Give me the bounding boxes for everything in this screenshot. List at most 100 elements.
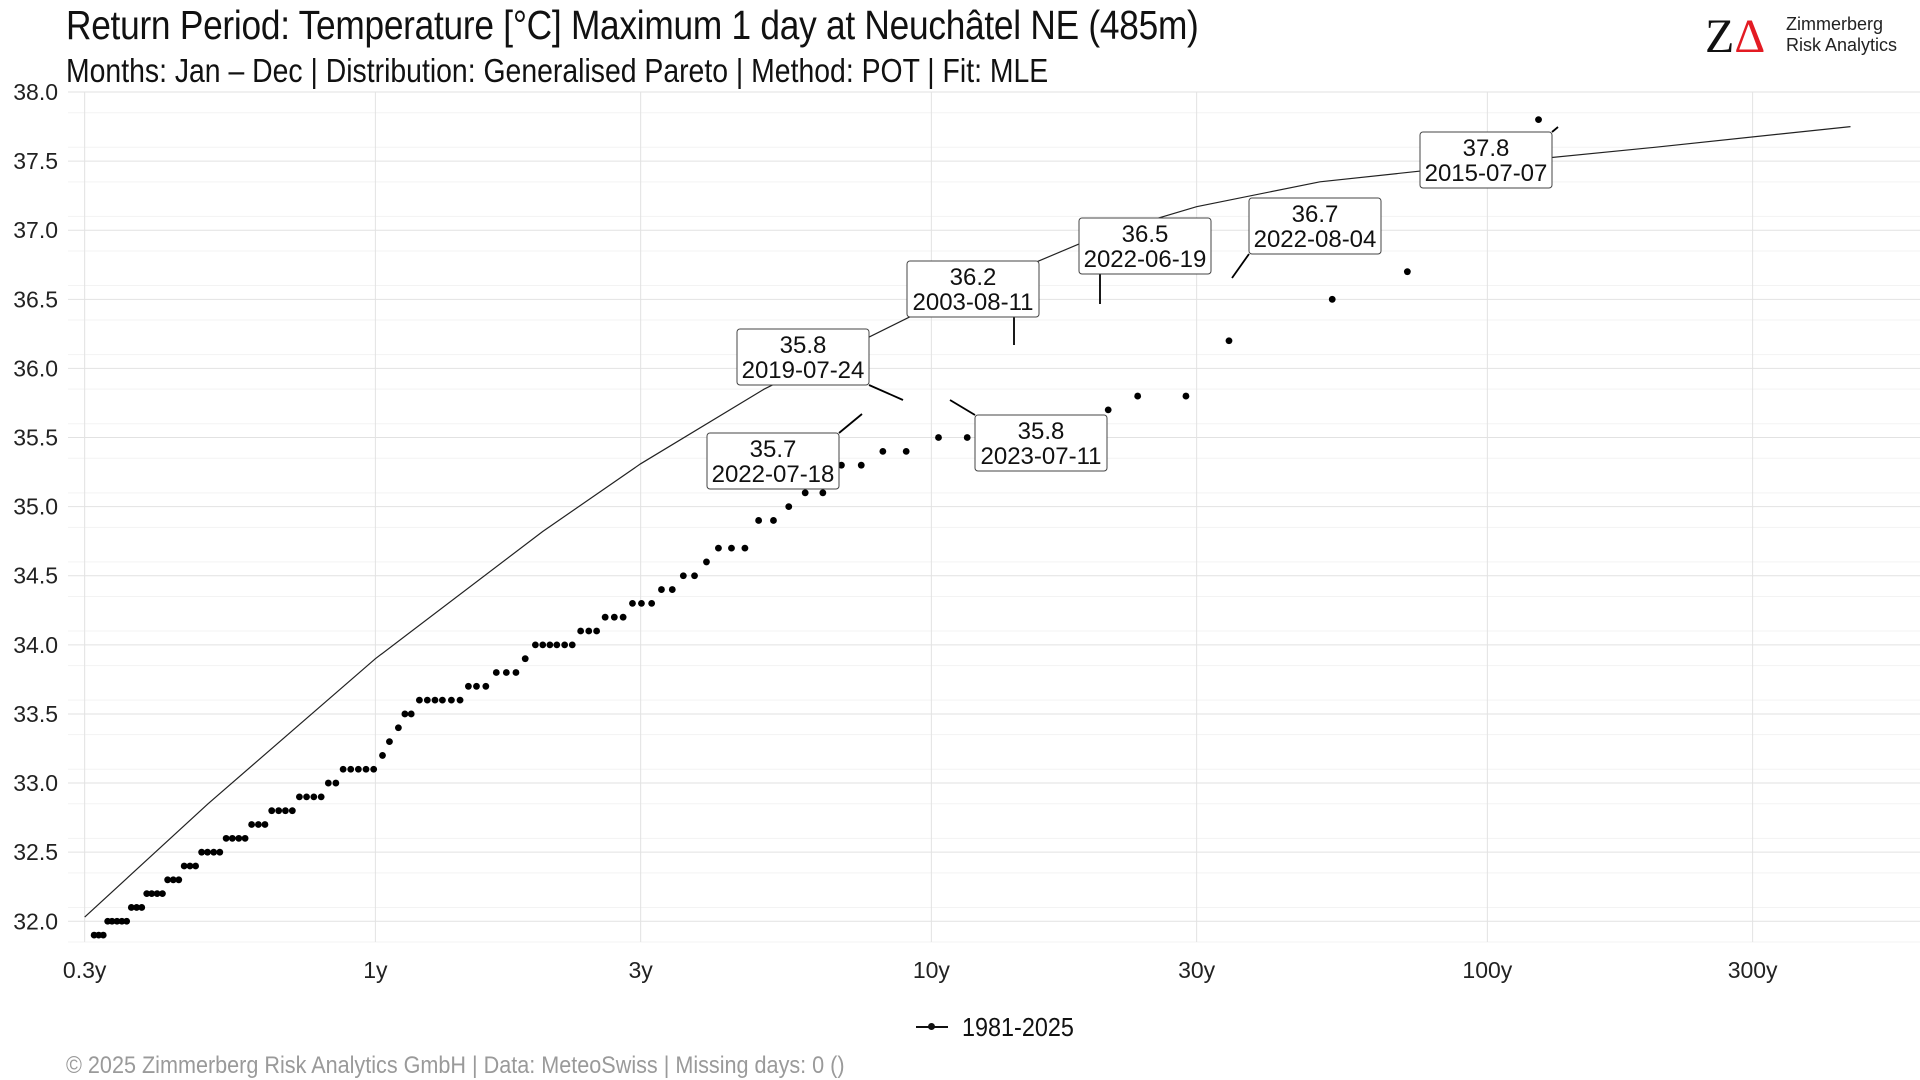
annotation-value: 37.8 [1463,135,1510,162]
x-tick-label: 0.3y [63,957,107,983]
data-point [963,434,971,441]
legend: 1981-2025 [912,1012,1086,1042]
data-point [703,558,710,566]
data-point [198,848,206,856]
data-point [601,613,609,621]
y-tick-label: 36.5 [13,286,58,312]
data-point [210,848,218,856]
data-point [456,696,464,704]
data-point [169,876,177,884]
fit-curve [84,126,1851,918]
data-point [118,917,126,925]
data-point [275,807,283,815]
data-point [741,544,749,552]
data-point [585,627,593,635]
annotation-box [1419,131,1553,189]
data-point [1104,406,1112,414]
legend-key [912,1017,952,1037]
data-point [668,586,676,593]
data-point [362,765,370,773]
annotation-date: 2019-07-24 [742,357,865,384]
data-point [679,572,687,580]
data-point [235,834,243,842]
data-point [310,793,318,801]
annotation-date: 2023-07-11 [981,443,1102,470]
annotation-leader [838,413,863,434]
data-point [401,710,409,718]
logo-triangle: Δ [1734,10,1766,63]
data-point [1535,116,1542,124]
data-point [347,765,355,773]
data-point [801,489,809,497]
data-point [192,862,200,870]
y-tick-label: 37.5 [13,148,58,174]
data-point [180,862,188,870]
data-point [691,572,698,580]
data-point [133,904,141,911]
data-point [1225,337,1233,345]
data-point [770,517,777,524]
data-point [123,917,131,925]
data-point [332,779,340,787]
data-point [415,696,423,704]
data-point [148,890,156,898]
data-point [755,517,763,524]
data-point [879,447,887,455]
data-point [370,765,378,773]
y-tick-label: 37.0 [13,217,58,243]
data-point [728,544,735,552]
y-tick-label: 38.0 [13,79,58,105]
y-tick-label: 34.0 [13,632,58,658]
y-tick-label: 33.5 [13,701,58,727]
data-point [658,586,665,593]
data-point [1328,295,1336,303]
data-point [1134,392,1142,400]
data-point [282,807,289,815]
annotation-date: 2015-07-07 [1425,160,1548,187]
chart-subtitle: Months: Jan – Dec | Distribution: Genera… [66,52,1049,89]
data-point [295,793,303,801]
data-point [204,848,211,856]
data-point [539,641,547,649]
data-point [857,461,865,469]
data-point [568,641,576,649]
data-point [553,641,561,649]
y-axis-tick-labels: 32.0 32.5 33.0 33.5 34.0 34.5 35.0 35.5 36.0 36.5… [13,79,58,934]
data-point [99,931,107,939]
observed-points [90,116,1542,939]
annotation-leader [1231,253,1250,279]
data-point [610,613,618,621]
annotation-leader [949,399,976,416]
annotation-value: 36.7 [1292,201,1339,228]
data-point [228,834,236,842]
x-tick-label: 10y [913,957,951,983]
data-point [629,599,636,607]
data-point [394,724,402,732]
annotation-box [906,260,1040,318]
data-point [447,696,455,704]
data-point [164,876,172,884]
data-point [216,848,224,856]
y-tick-label: 32.5 [13,839,58,865]
data-point [354,765,362,773]
annotation-value: 36.2 [950,264,997,291]
data-point [113,917,121,925]
chart-title: Return Period: Temperature [°C] Maximum … [66,2,1199,48]
data-point [248,821,256,828]
data-point [108,917,116,925]
data-point [261,821,269,828]
data-point [648,599,656,607]
logo-text: Zimmerberg Risk Analytics [1786,14,1897,56]
data-point [186,862,194,870]
logo-mark: ZΔ [1705,12,1765,62]
annotation-value: 36.5 [1122,221,1169,248]
y-tick-label: 36.0 [13,355,58,381]
data-point [386,738,393,745]
data-point [546,641,554,649]
x-tick-label: 100y [1462,957,1512,983]
